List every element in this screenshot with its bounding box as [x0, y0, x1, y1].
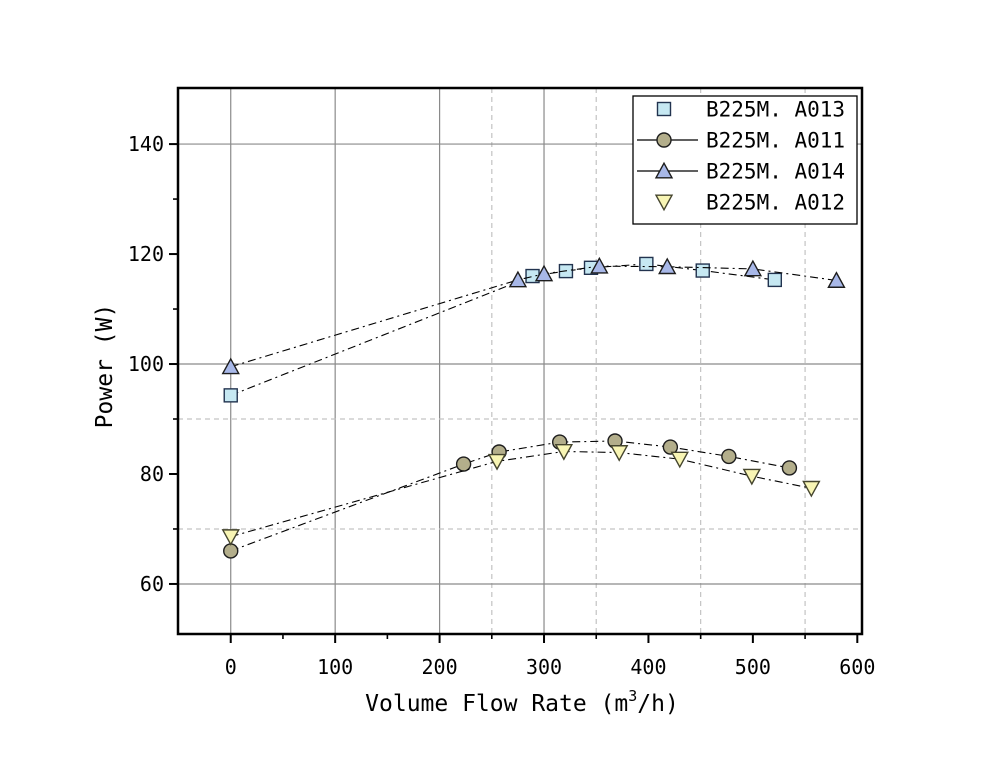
- data-point-circle: [721, 448, 737, 465]
- y-tick-label: 120: [128, 242, 164, 266]
- series-B225M-A011: [223, 433, 798, 559]
- data-series: [221, 256, 846, 559]
- data-point-square: [639, 256, 654, 272]
- data-point-triangle-up: [827, 271, 846, 288]
- data-point-triangle-up: [743, 259, 763, 277]
- legend-box: [632, 95, 858, 225]
- x-axis-title: Volume Flow Rate (m3/h): [365, 687, 679, 717]
- legend-row-B225M-A014: B225M. A014: [637, 160, 845, 184]
- legend-row-B225M-A013: B225M. A013: [656, 98, 845, 122]
- series-B225M-A014: [221, 256, 846, 375]
- data-point-triangle-up: [658, 257, 677, 275]
- data-point-circle: [656, 132, 672, 148]
- series-line: [230, 440, 790, 552]
- data-point-square: [223, 388, 238, 403]
- data-point-circle: [223, 543, 239, 559]
- legend-row-B225M-A012: B225M. A012: [654, 191, 845, 215]
- series-line: [230, 450, 812, 538]
- x-axis-title-suffix: /h): [637, 691, 679, 717]
- data-point-triangle-up: [508, 270, 528, 288]
- data-point-circle: [662, 439, 679, 455]
- x-tick-label: 100: [317, 655, 353, 679]
- data-point-triangle-up: [534, 264, 554, 282]
- y-tick-label: 100: [128, 352, 164, 376]
- plot-border: [176, 86, 864, 636]
- data-point-triangle-up: [221, 357, 240, 375]
- axis-ticks: [169, 143, 859, 643]
- tick-labels: 0 100 200 300 400 500 600 60 80 100 120 140: [128, 132, 875, 679]
- series-B225M-A012: [221, 443, 821, 546]
- y-tick-label: 80: [140, 462, 164, 486]
- y-axis-title: Power (W): [92, 304, 118, 429]
- x-tick-label: 500: [735, 655, 771, 679]
- data-point-triangle-down: [554, 443, 574, 461]
- gridlines: [178, 88, 862, 634]
- x-axis-title-superscript: 3: [628, 687, 637, 705]
- data-point-triangle-down: [610, 445, 629, 462]
- x-tick-label: 600: [839, 655, 875, 679]
- data-point-triangle-down: [742, 468, 762, 486]
- x-tick-label: 400: [630, 655, 666, 679]
- data-point-square: [695, 263, 710, 278]
- data-point-square: [656, 101, 672, 117]
- data-point-triangle-down: [802, 480, 821, 498]
- series-B225M-A013: [223, 256, 783, 403]
- legend-label: B225M. A013: [706, 98, 845, 122]
- legend: B225M. A013 B225M. A011 B225M. A014 B225M. …: [632, 95, 858, 225]
- data-point-triangle-down: [487, 453, 507, 471]
- x-tick-label: 0: [225, 655, 237, 679]
- data-point-triangle-down: [654, 194, 674, 212]
- y-tick-label: 60: [140, 572, 164, 596]
- x-axis-title-prefix: Volume Flow Rate (m: [365, 691, 628, 717]
- data-point-triangle-up: [654, 161, 674, 179]
- data-point-triangle-down: [670, 451, 689, 469]
- data-point-circle: [781, 460, 798, 476]
- legend-label: B225M. A011: [706, 129, 845, 153]
- legend-label: B225M. A012: [706, 191, 845, 215]
- x-tick-label: 200: [422, 655, 458, 679]
- x-tick-label: 300: [526, 655, 562, 679]
- data-point-triangle-up: [590, 256, 609, 274]
- data-point-square: [767, 272, 783, 288]
- y-tick-label: 140: [128, 132, 164, 156]
- data-point-triangle-down: [221, 529, 240, 546]
- series-line: [230, 263, 775, 396]
- legend-row-B225M-A011: B225M. A011: [637, 129, 845, 153]
- legend-label: B225M. A014: [706, 160, 845, 184]
